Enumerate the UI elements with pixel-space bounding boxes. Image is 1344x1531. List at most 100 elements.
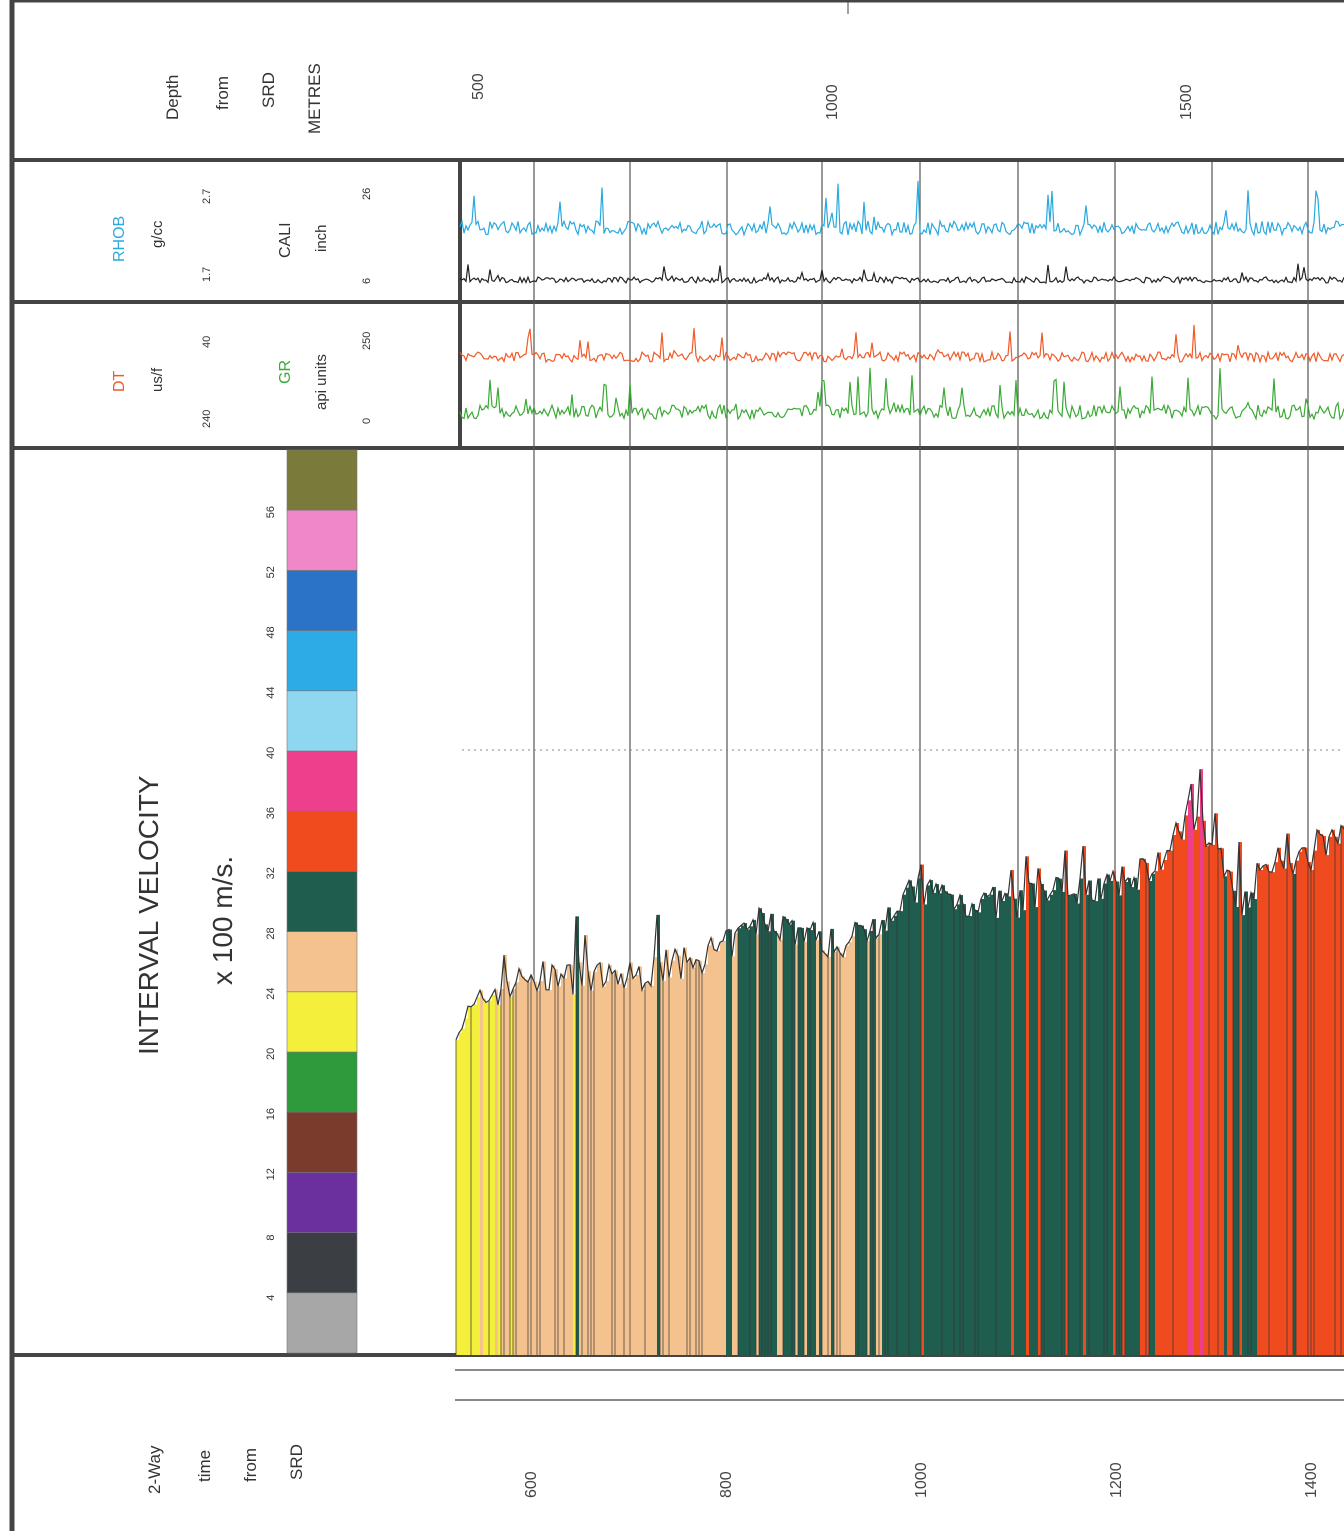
velocity-bar	[1215, 813, 1218, 1355]
velocity-bar	[1227, 870, 1230, 1355]
velocity-bar	[810, 930, 813, 1355]
velocity-scale-tick: 16	[265, 1108, 277, 1120]
velocity-bar	[456, 1039, 459, 1355]
velocity-bar	[1341, 825, 1344, 1355]
velocity-bar	[1305, 847, 1308, 1355]
velocity-bar	[984, 893, 987, 1355]
velocity-bar	[840, 952, 843, 1355]
velocity-bar	[735, 933, 738, 1355]
velocity-bar	[1200, 769, 1203, 1355]
velocity-bar	[576, 916, 579, 1355]
dt-unit: us/f	[149, 367, 166, 392]
velocity-bar	[489, 1000, 492, 1355]
gr-title: GR	[277, 360, 294, 384]
velocity-bar	[969, 916, 972, 1355]
velocity-bar	[837, 946, 840, 1355]
interval-velocity-subtitle: x 100 m/s.	[207, 856, 238, 985]
velocity-bar	[1257, 863, 1260, 1355]
velocity-bar	[681, 978, 684, 1355]
time-tick-label: 1400	[1303, 1462, 1320, 1498]
velocity-bar	[1284, 868, 1287, 1355]
time-axis-ticks: 600 800 1000 1200 1400	[523, 1462, 1320, 1498]
velocity-bar	[690, 957, 693, 1355]
velocity-bar	[1059, 878, 1062, 1355]
velocity-bar	[645, 983, 648, 1355]
depth-label-line4: METRES	[305, 63, 324, 134]
velocity-bar	[1176, 823, 1179, 1355]
velocity-bar	[1248, 907, 1251, 1355]
depth-label-line2: from	[213, 76, 232, 110]
velocity-bar	[546, 989, 549, 1355]
velocity-bar	[738, 928, 741, 1355]
velocity-bar	[1134, 877, 1137, 1355]
velocity-bar	[951, 894, 954, 1355]
velocity-bar	[1080, 878, 1083, 1355]
velocity-bar	[915, 902, 918, 1355]
velocity-bar	[1266, 864, 1269, 1355]
velocity-bar	[774, 931, 777, 1355]
dt-min: 240	[201, 410, 213, 428]
velocity-bar	[699, 960, 702, 1355]
velocity-bar	[1296, 860, 1299, 1355]
time-tick-label: 800	[718, 1471, 735, 1498]
cali-unit: inch	[313, 224, 330, 252]
rhob-title: RHOB	[111, 216, 128, 262]
velocity-bar	[1125, 881, 1128, 1355]
velocity-bar	[579, 962, 582, 1355]
velocity-scale-swatch	[286, 931, 358, 993]
velocity-bar	[1209, 842, 1212, 1355]
velocity-bar	[1086, 894, 1089, 1355]
velocity-bar	[894, 915, 897, 1355]
velocity-bar	[1320, 834, 1323, 1355]
velocity-bar	[618, 984, 621, 1355]
velocity-bar	[798, 928, 801, 1355]
rhob-max: 2.7	[201, 189, 213, 204]
velocity-bar	[1026, 856, 1029, 1355]
velocity-bar	[825, 953, 828, 1355]
velocity-bar	[1047, 900, 1050, 1355]
velocity-bar	[1017, 917, 1020, 1355]
velocity-bar	[1089, 880, 1092, 1355]
velocity-bar	[669, 977, 672, 1355]
velocity-bar	[498, 1004, 501, 1355]
interval-velocity-outline	[455, 769, 1344, 1041]
velocity-bar	[804, 941, 807, 1355]
velocity-bar	[696, 959, 699, 1355]
velocity-bar	[1233, 890, 1236, 1355]
velocity-scale-swatch	[286, 1111, 358, 1173]
velocity-bar	[1221, 848, 1224, 1355]
velocity-bar	[663, 980, 666, 1355]
velocity-bar	[1224, 876, 1227, 1355]
velocity-bar	[486, 1002, 489, 1355]
velocity-bar	[1302, 847, 1305, 1355]
velocity-bar	[1038, 868, 1041, 1355]
velocity-bar	[711, 937, 714, 1355]
velocity-bar	[1323, 835, 1326, 1355]
velocity-bar	[1299, 851, 1302, 1355]
velocity-bar	[1329, 836, 1332, 1355]
velocity-bar	[612, 973, 615, 1355]
gr-max: 250	[361, 332, 373, 350]
velocity-bar	[831, 928, 834, 1355]
velocity-bar	[957, 904, 960, 1355]
velocity-bar	[468, 1006, 471, 1355]
velocity-bar	[789, 924, 792, 1355]
velocity-bar	[819, 931, 822, 1355]
velocity-bar	[939, 893, 942, 1355]
velocity-scale-tick: 20	[265, 1048, 277, 1060]
velocity-bar	[600, 962, 603, 1355]
velocity-bar	[1068, 896, 1071, 1355]
velocity-scale-tick: 24	[265, 988, 277, 1000]
velocity-bar	[1071, 894, 1074, 1355]
velocity-scale-tick: 36	[265, 807, 277, 819]
velocity-bar	[717, 950, 720, 1355]
velocity-bar	[1041, 883, 1044, 1355]
velocity-bar	[1065, 850, 1068, 1355]
velocity-bar	[765, 924, 768, 1355]
velocity-bar	[924, 904, 927, 1355]
velocity-bar	[693, 967, 696, 1355]
velocity-scale-swatch	[286, 750, 358, 812]
velocity-bar	[672, 960, 675, 1355]
velocity-bar	[1236, 906, 1239, 1355]
velocity-bar	[813, 922, 816, 1355]
